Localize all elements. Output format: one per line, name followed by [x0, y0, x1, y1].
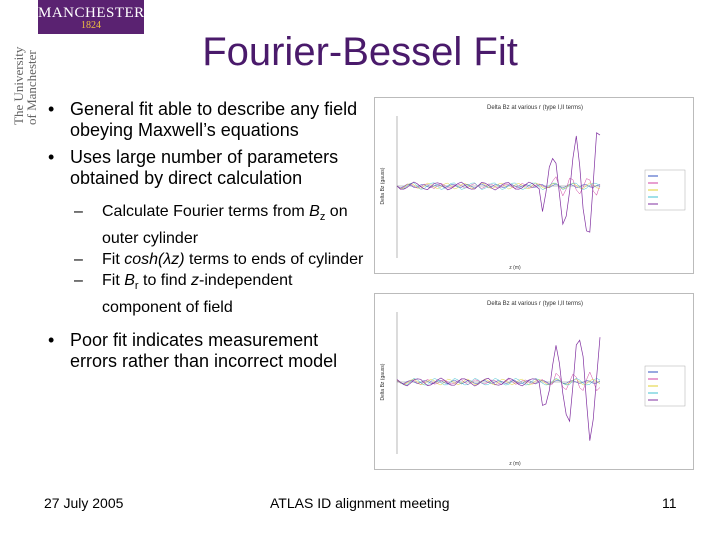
var-z: z — [191, 272, 200, 290]
sub-bullet-2: – Fit cosh(λz) terms to ends of cylinder — [48, 249, 368, 270]
series-line-5 — [396, 337, 601, 441]
series-line-5 — [396, 132, 601, 233]
var-b: B — [124, 272, 135, 290]
slide-body: • General fit able to describe any field… — [48, 99, 368, 378]
bullet-dot: • — [48, 99, 55, 119]
sub-bullet-2-text-end: terms to ends of cylinder — [184, 251, 364, 269]
series-line-4 — [396, 182, 601, 190]
chart-title: Delta Bz at various r (type I,II terms) — [487, 105, 583, 111]
chart-ylabel: Delta Bz (gauss) — [380, 167, 386, 204]
sub-bullet-dash: – — [74, 203, 83, 220]
series-line-4 — [396, 377, 601, 386]
university-wordmark: The University of Manchester — [11, 47, 39, 125]
bullet-1-text: General fit able to describe any field o… — [70, 99, 358, 140]
series-line-3 — [396, 182, 601, 190]
sub-r: r — [134, 280, 139, 293]
sub-bullet-dash: – — [74, 272, 83, 290]
slide-title: Fourier-Bessel Fit — [202, 30, 518, 74]
series-line-1 — [396, 183, 601, 189]
series-line-3 — [396, 378, 601, 386]
sub-bullet-dash: – — [74, 251, 83, 269]
bullet-3: • Poor fit indicates measurement errors … — [48, 330, 368, 372]
bullet-dot: • — [48, 147, 55, 167]
footer-page-number: 11 — [662, 495, 677, 511]
var-cosh: cosh(λz) — [124, 251, 185, 269]
bullet-2-text: Uses large number of parameters obtained… — [70, 147, 339, 188]
logo-year: 1824 — [81, 20, 101, 31]
logo-text: MANCHESTER — [38, 5, 145, 21]
sub-bullet-3-text: Fit — [102, 272, 125, 290]
sub-bullet-1-text: Calculate Fourier terms from — [102, 203, 310, 220]
sub-bullet-3-text-end: -independent component of field — [102, 272, 293, 317]
footer-meeting: ATLAS ID alignment meeting — [270, 495, 450, 511]
manchester-logo: MANCHESTER 1824 — [38, 0, 144, 34]
sub-z: z — [319, 211, 326, 224]
bullet-1: • General fit able to describe any field… — [48, 99, 368, 141]
sub-bullet-2-text: Fit — [102, 251, 125, 269]
chart-xlabel: z (m) — [509, 265, 521, 271]
sub-bullet-1-text-end: on outer cylinder — [102, 203, 348, 248]
bullet-2: • Uses large number of parameters obtain… — [48, 147, 368, 189]
sub-bullet-1: – Calculate Fourier terms from Bz on out… — [48, 201, 368, 249]
university-line-2: of Manchester — [24, 50, 39, 125]
chart-xlabel: z (m) — [509, 461, 521, 467]
series-line-1 — [396, 379, 601, 385]
chart-bottom: Delta Bz at various r (type I,II terms) D… — [374, 293, 694, 470]
bullet-3-text: Poor fit indicates measurement errors ra… — [70, 330, 338, 372]
chart-title: Delta Bz at various r (type I,II terms) — [487, 301, 583, 307]
footer-date: 27 July 2005 — [44, 495, 124, 511]
series-line-2 — [396, 371, 601, 392]
var-b: B — [309, 203, 320, 220]
sub-bullet-3-text-mid: to find — [138, 272, 192, 290]
chart-top: Delta Bz at various r (type I,II terms) D… — [374, 97, 694, 274]
sub-bullet-3: – Fit Br to find z-independent component… — [48, 270, 368, 318]
chart-ylabel: Delta Bz (gauss) — [380, 363, 386, 400]
bullet-dot: • — [48, 330, 55, 351]
